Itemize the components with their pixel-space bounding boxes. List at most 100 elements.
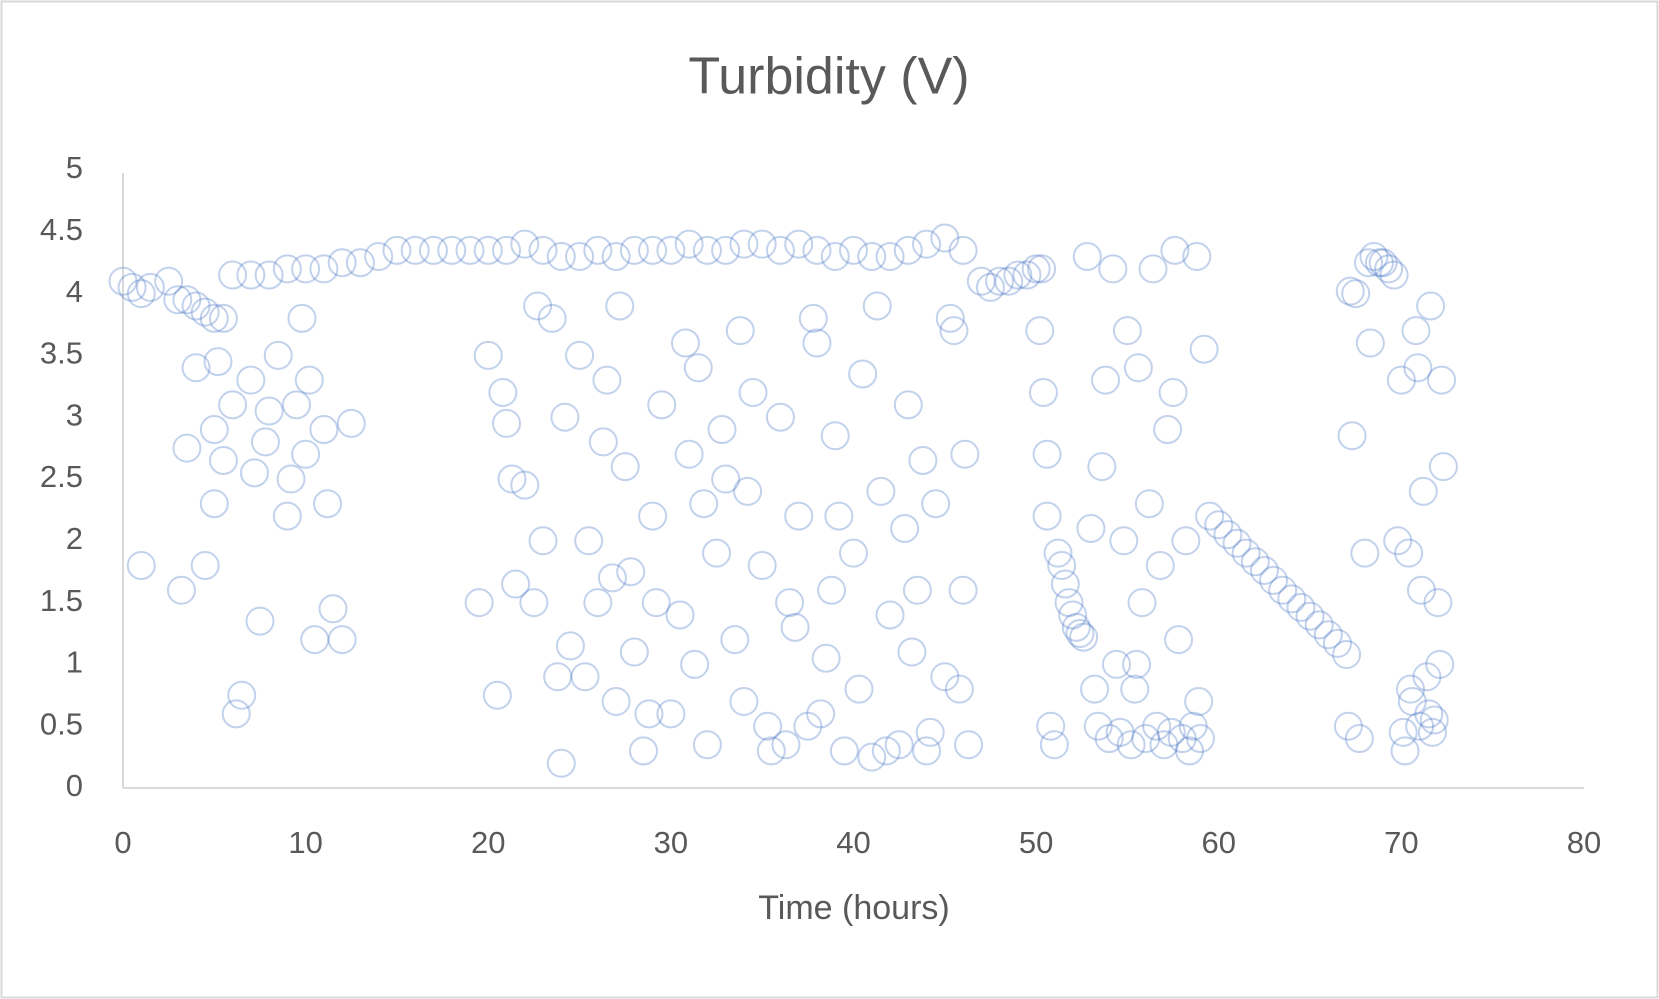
scatter-point: [692, 730, 722, 760]
scatter-point: [272, 501, 302, 531]
scatter-point: [1427, 365, 1457, 395]
scatter-point: [1160, 235, 1190, 265]
scatter-point: [802, 328, 832, 358]
x-tick-label: 10: [288, 825, 322, 860]
scatter-point: [588, 427, 618, 457]
scatter-point: [935, 303, 965, 333]
scatter-point: [784, 501, 814, 531]
scatter-point: [1050, 569, 1080, 599]
scatter-point: [1112, 316, 1142, 346]
scatter-point: [1240, 547, 1270, 577]
scatter-point: [1158, 377, 1188, 407]
chart-title: Turbidity (V): [688, 48, 969, 106]
scatter-point: [1368, 248, 1398, 278]
scatter-point: [656, 235, 686, 265]
scatter-point: [733, 476, 763, 506]
scatter-point: [1249, 555, 1279, 585]
scatter-point: [1138, 254, 1168, 284]
scatter-point: [1094, 724, 1124, 754]
scatter-point: [793, 711, 823, 741]
scatter-point: [1383, 526, 1413, 556]
scatter-point: [528, 235, 558, 265]
scatter-point: [616, 557, 646, 587]
y-tick-label: 3.5: [40, 336, 83, 371]
scatter-point: [848, 359, 878, 389]
scatter-point: [680, 649, 710, 679]
scatter-point: [702, 538, 732, 568]
scatter-point: [729, 229, 759, 259]
scatter-point: [309, 254, 339, 284]
scatter-point: [1295, 601, 1325, 631]
scatter-point: [218, 390, 248, 420]
scatter-point: [597, 563, 627, 593]
scatter-point: [665, 600, 695, 630]
scatter-point: [944, 674, 974, 704]
scatter-point: [756, 736, 786, 766]
scatter-point: [117, 272, 147, 302]
scatter-point: [1350, 538, 1380, 568]
scatter-point: [565, 340, 595, 370]
scatter-point: [1423, 588, 1453, 618]
scatter-point: [857, 742, 887, 772]
scatter-point: [1164, 625, 1194, 655]
scatter-point: [930, 223, 960, 253]
scatter-point: [857, 242, 887, 272]
scatter-point: [1277, 584, 1307, 614]
scatter-point: [1428, 452, 1458, 482]
scatter-point: [245, 606, 275, 636]
scatter-point: [1058, 600, 1088, 630]
scatter-point: [605, 291, 635, 321]
scatter-point: [199, 303, 229, 333]
scatter-point: [1028, 377, 1058, 407]
scatter-point: [707, 415, 737, 445]
scatter-point: [1355, 328, 1385, 358]
scatter-point: [893, 235, 923, 265]
scatter-point: [437, 235, 467, 265]
scatter-point: [126, 551, 156, 581]
x-axis-title: Time (hours): [758, 889, 949, 927]
scatter-point: [875, 242, 905, 272]
scatter-point: [492, 235, 522, 265]
scatter-point: [1344, 724, 1374, 754]
scatter-point: [1109, 526, 1139, 556]
scatter-point: [975, 272, 1005, 302]
scatter-point: [839, 235, 868, 265]
scatter-point: [765, 235, 795, 265]
scatter-point: [824, 501, 854, 531]
scatter-point: [915, 717, 945, 747]
scatter-point: [1027, 254, 1057, 284]
scatter-point: [1390, 736, 1420, 766]
scatter-point: [1386, 365, 1416, 395]
scatter-point: [1364, 248, 1394, 278]
scatter-point: [954, 730, 984, 760]
scatter-point: [610, 452, 640, 482]
scatter-point: [1134, 489, 1164, 519]
scatter-point: [634, 699, 664, 729]
scatter-point: [309, 415, 339, 445]
scatter-point: [1012, 260, 1042, 290]
scatter-point: [985, 266, 1015, 296]
scatter-point: [921, 489, 951, 519]
scatter-point: [254, 396, 284, 426]
scatter-point: [1069, 622, 1099, 652]
scatter-point: [939, 316, 969, 346]
scatter-point: [1123, 353, 1153, 383]
scatter-point: [550, 402, 580, 432]
scatter-point: [227, 680, 257, 710]
scatter-point: [1374, 254, 1404, 284]
scatter-point: [276, 464, 306, 494]
scatter-point: [473, 340, 503, 370]
scatter-point: [683, 353, 713, 383]
scatter-point: [1098, 254, 1128, 284]
x-tick-label: 30: [654, 825, 688, 860]
scatter-point: [218, 260, 248, 290]
scatter-point: [1167, 724, 1197, 754]
scatter-point: [1189, 334, 1219, 364]
scatter-point: [897, 637, 927, 667]
scatter-point: [1083, 711, 1113, 741]
scatter-point: [455, 235, 485, 265]
scatter-point: [1105, 717, 1135, 747]
scatter-point: [638, 235, 668, 265]
scatter-point: [154, 266, 184, 296]
scatter-point: [930, 662, 960, 692]
